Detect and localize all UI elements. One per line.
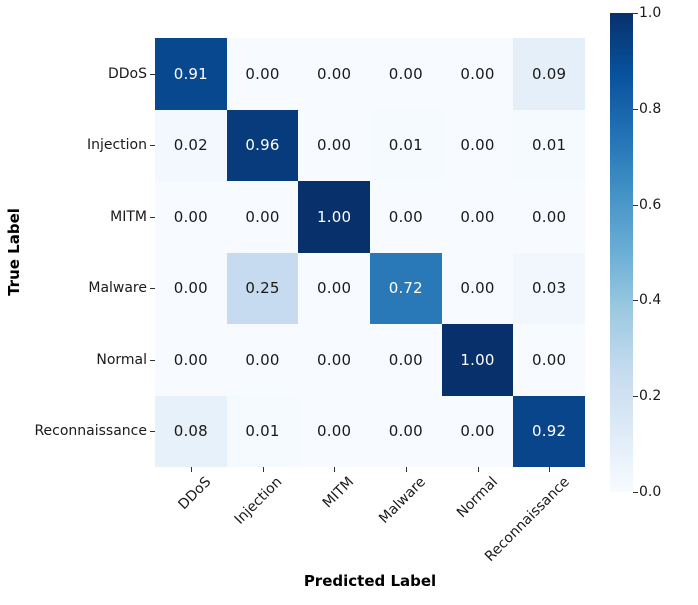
y-tick-label-Injection: Injection (86, 137, 147, 154)
tick-mark (150, 73, 155, 75)
cell-Normal-DDoS: 0.00 (155, 324, 227, 396)
cell-Reconnaissance-Reconnaissance: 0.92 (513, 395, 585, 467)
colorbar-tick-label-0.4: 0.4 (639, 292, 662, 309)
cell-Reconnaissance-DDoS: 0.08 (155, 395, 227, 467)
cell-MITM-Malware: 0.00 (369, 181, 442, 253)
tick-mark (405, 467, 407, 472)
cell-MITM-Normal: 0.00 (441, 181, 514, 253)
colorbar (610, 13, 633, 492)
cell-MITM-DDoS: 0.00 (155, 181, 227, 253)
cell-Reconnaissance-Normal: 0.00 (441, 395, 514, 467)
colorbar-tick-label-0.6: 0.6 (639, 196, 662, 213)
cell-Normal-Malware: 0.00 (369, 324, 442, 396)
cell-Normal-Normal: 1.00 (441, 324, 514, 396)
tick-mark (633, 13, 638, 14)
tick-mark (633, 492, 638, 493)
cell-Malware-Normal: 0.00 (441, 252, 514, 324)
cell-MITM-Reconnaissance: 0.00 (513, 181, 585, 253)
x-tick-label-text: Malware (376, 474, 430, 527)
cell-Injection-Reconnaissance: 0.01 (513, 109, 585, 181)
cell-Reconnaissance-Injection: 0.01 (226, 395, 299, 467)
tick-mark (549, 467, 551, 472)
tick-mark (633, 300, 638, 302)
cell-Reconnaissance-MITM: 0.00 (298, 395, 370, 467)
tick-mark (150, 359, 155, 361)
cell-Injection-Normal: 0.00 (441, 109, 514, 181)
tick-mark (190, 467, 192, 472)
colorbar-tick-label-1.0: 1.0 (639, 5, 662, 21)
cell-DDoS-Malware: 0.00 (369, 38, 442, 110)
y-tick-label-Malware: Malware (88, 280, 147, 297)
tick-mark (262, 467, 264, 472)
tick-mark (150, 431, 155, 433)
cell-Malware-MITM: 0.00 (298, 252, 370, 324)
colorbar-tick-label-0.8: 0.8 (639, 100, 662, 117)
cell-Injection-DDoS: 0.02 (155, 109, 227, 181)
cell-DDoS-MITM: 0.00 (298, 38, 370, 110)
y-tick-label-DDoS: DDoS (107, 65, 147, 82)
tick-mark (633, 108, 638, 110)
cell-Normal-Injection: 0.00 (226, 324, 299, 396)
cell-MITM-Injection: 0.00 (226, 181, 299, 253)
x-tick-label-text: Normal (453, 474, 501, 522)
cell-Normal-Reconnaissance: 0.00 (513, 324, 585, 396)
colorbar-tick-label-0.0: 0.0 (639, 484, 662, 500)
cell-Malware-Malware: 0.72 (369, 252, 442, 324)
x-tick-label-text: Injection (232, 474, 286, 528)
heatmap: 0.91 0.00 0.00 0.00 0.00 0.09 0.02 0.96 0.00 0.01… (155, 38, 585, 467)
colorbar-tick-label-0.2: 0.2 (639, 388, 662, 405)
tick-mark (477, 467, 479, 472)
cell-MITM-MITM: 1.00 (298, 181, 370, 253)
cell-Malware-DDoS: 0.00 (155, 252, 227, 324)
y-tick-label-Normal: Normal (96, 351, 147, 368)
cell-Reconnaissance-Malware: 0.00 (369, 395, 442, 467)
cell-Injection-MITM: 0.00 (298, 109, 370, 181)
cell-Injection-Malware: 0.01 (369, 109, 442, 181)
x-axis-title: Predicted Label (303, 572, 437, 590)
x-tick-label-text: MITM (320, 474, 358, 512)
x-tick-label-text: DDoS (175, 474, 215, 513)
y-tick-label-MITM: MITM (110, 208, 147, 225)
tick-mark (633, 204, 638, 206)
tick-mark (150, 145, 155, 147)
cell-Malware-Injection: 0.25 (226, 252, 299, 324)
y-tick-label-Reconnaissance: Reconnaissance (34, 423, 147, 440)
tick-mark (334, 467, 336, 472)
cell-DDoS-DDoS: 0.91 (155, 38, 227, 110)
cell-DDoS-Normal: 0.00 (441, 38, 514, 110)
cell-DDoS-Injection: 0.00 (226, 38, 299, 110)
cell-Injection-Injection: 0.96 (226, 109, 299, 181)
tick-mark (633, 396, 638, 398)
cell-Malware-Reconnaissance: 0.03 (513, 252, 585, 324)
tick-mark (150, 216, 155, 218)
cell-Normal-MITM: 0.00 (298, 324, 370, 396)
tick-mark (150, 288, 155, 290)
cell-DDoS-Reconnaissance: 0.09 (513, 38, 585, 110)
